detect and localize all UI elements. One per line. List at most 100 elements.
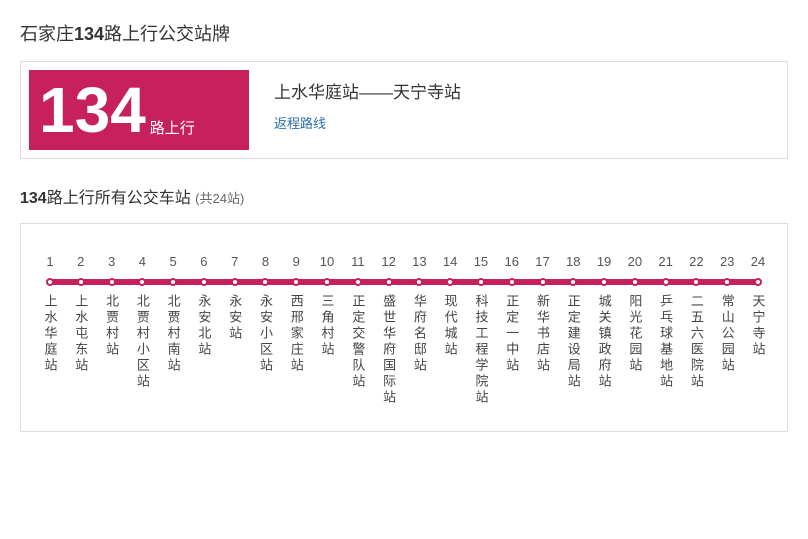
station-dot-icon <box>415 278 423 286</box>
station-dot-icon <box>569 278 577 286</box>
station-col[interactable]: 12 盛世华府国际站 <box>375 254 403 406</box>
station-dot-icon <box>446 278 454 286</box>
station-number: 21 <box>658 254 672 272</box>
station-name: 城关镇政府站 <box>598 294 611 390</box>
station-number: 20 <box>628 254 642 272</box>
city-name: 石家庄 <box>20 24 74 44</box>
station-number: 9 <box>293 254 300 272</box>
station-name: 北贾村南站 <box>167 294 180 374</box>
station-col[interactable]: 20 阳光花园站 <box>621 254 649 406</box>
station-dot-icon <box>631 278 639 286</box>
station-name: 永安北站 <box>197 294 210 358</box>
return-route-link[interactable]: 返程路线 <box>274 116 326 131</box>
route-info: 上水华庭站——天宁寺站 返程路线 <box>249 70 461 133</box>
station-col[interactable]: 24 天宁寺站 <box>744 254 772 406</box>
station-dot-icon <box>323 278 331 286</box>
stations-row: 1 上水华庭站 2 上水屯东站 3 北贾村站 4 北贾村小区站 5 北贾村南站 6 永安北站 7 永安站 8… <box>36 254 772 406</box>
station-name: 天宁寺站 <box>751 294 764 358</box>
station-name: 西邢家庄站 <box>290 294 303 374</box>
station-dot-icon <box>508 278 516 286</box>
station-dot-icon <box>108 278 116 286</box>
station-number: 14 <box>443 254 457 272</box>
station-col[interactable]: 10三角村站 <box>313 254 341 406</box>
station-name: 新华书店站 <box>536 294 549 374</box>
station-col[interactable]: 6 永安北站 <box>190 254 218 406</box>
route-num-bold: 134 <box>74 24 104 44</box>
station-number: 5 <box>170 254 177 272</box>
route-badge: 134 路上行 <box>29 70 249 150</box>
stations-route-num: 134 <box>20 190 47 207</box>
station-name: 北贾村小区站 <box>136 294 149 390</box>
station-col[interactable]: 4 北贾村小区站 <box>128 254 156 406</box>
stations-title-suffix: 路上行所有公交车站 <box>47 190 191 207</box>
station-col[interactable]: 11正定交警队站 <box>344 254 372 406</box>
station-col[interactable]: 1 上水华庭站 <box>36 254 64 406</box>
station-col[interactable]: 18 正定建设局站 <box>559 254 587 406</box>
title-suffix: 路上行公交站牌 <box>104 24 230 44</box>
station-number: 24 <box>751 254 765 272</box>
station-number: 23 <box>720 254 734 272</box>
station-number: 12 <box>381 254 395 272</box>
station-dot-icon <box>200 278 208 286</box>
station-name: 永安站 <box>228 294 241 342</box>
route-endpoints: 上水华庭站——天宁寺站 <box>274 78 461 103</box>
stations-count: (共24站) <box>195 191 244 206</box>
station-number: 3 <box>108 254 115 272</box>
station-dot-icon <box>539 278 547 286</box>
station-dot-icon <box>354 278 362 286</box>
station-name: 正定建设局站 <box>567 294 580 390</box>
line-container: 1 上水华庭站 2 上水屯东站 3 北贾村站 4 北贾村小区站 5 北贾村南站 6 永安北站 7 永安站 8… <box>36 254 772 406</box>
station-name: 科技工程学院站 <box>474 294 487 406</box>
page-title: 石家庄134路上行公交站牌 <box>20 20 788 46</box>
station-name: 北贾村站 <box>105 294 118 358</box>
station-col[interactable]: 17新华书店站 <box>529 254 557 406</box>
station-dot-icon <box>692 278 700 286</box>
station-number: 19 <box>597 254 611 272</box>
station-dot-icon <box>77 278 85 286</box>
station-col[interactable]: 2 上水屯东站 <box>67 254 95 406</box>
station-name: 现代城站 <box>444 294 457 358</box>
station-number: 7 <box>231 254 238 272</box>
station-col[interactable]: 15 科技工程学院站 <box>467 254 495 406</box>
station-name: 阳光花园站 <box>628 294 641 374</box>
station-dot-icon <box>169 278 177 286</box>
station-name: 盛世华府国际站 <box>382 294 395 406</box>
station-number: 13 <box>412 254 426 272</box>
station-dot-icon <box>600 278 608 286</box>
station-col[interactable]: 16正定一中站 <box>498 254 526 406</box>
station-number: 22 <box>689 254 703 272</box>
station-number: 6 <box>200 254 207 272</box>
station-dot-icon <box>477 278 485 286</box>
stations-title: 134路上行所有公交车站 (共24站) <box>20 184 788 208</box>
station-number: 2 <box>77 254 84 272</box>
station-dot-icon <box>754 278 762 286</box>
station-dot-icon <box>138 278 146 286</box>
station-col[interactable]: 19 城关镇政府站 <box>590 254 618 406</box>
station-col[interactable]: 7 永安站 <box>221 254 249 406</box>
route-card: 134 路上行 上水华庭站——天宁寺站 返程路线 <box>20 61 788 159</box>
station-number: 15 <box>474 254 488 272</box>
station-name: 二五六医院站 <box>690 294 703 390</box>
station-name: 上水屯东站 <box>74 294 87 374</box>
station-col[interactable]: 23常山公园站 <box>713 254 741 406</box>
station-number: 10 <box>320 254 334 272</box>
station-name: 乒乓球基地站 <box>659 294 672 390</box>
station-col[interactable]: 8永安小区站 <box>251 254 279 406</box>
station-col[interactable]: 14 现代城站 <box>436 254 464 406</box>
station-col[interactable]: 13华府名邸站 <box>405 254 433 406</box>
station-number: 18 <box>566 254 580 272</box>
station-dot-icon <box>385 278 393 286</box>
station-name: 正定交警队站 <box>351 294 364 390</box>
station-col[interactable]: 21 乒乓球基地站 <box>652 254 680 406</box>
station-number: 4 <box>139 254 146 272</box>
station-col[interactable]: 3 北贾村站 <box>98 254 126 406</box>
station-name: 上水华庭站 <box>44 294 57 374</box>
station-dot-icon <box>662 278 670 286</box>
station-col[interactable]: 22 二五六医院站 <box>682 254 710 406</box>
stations-box: 1 上水华庭站 2 上水屯东站 3 北贾村站 4 北贾村小区站 5 北贾村南站 6 永安北站 7 永安站 8… <box>20 223 788 432</box>
station-dot-icon <box>231 278 239 286</box>
station-number: 1 <box>46 254 53 272</box>
badge-direction: 路上行 <box>150 117 195 150</box>
station-col[interactable]: 5 北贾村南站 <box>159 254 187 406</box>
station-col[interactable]: 9 西邢家庄站 <box>282 254 310 406</box>
